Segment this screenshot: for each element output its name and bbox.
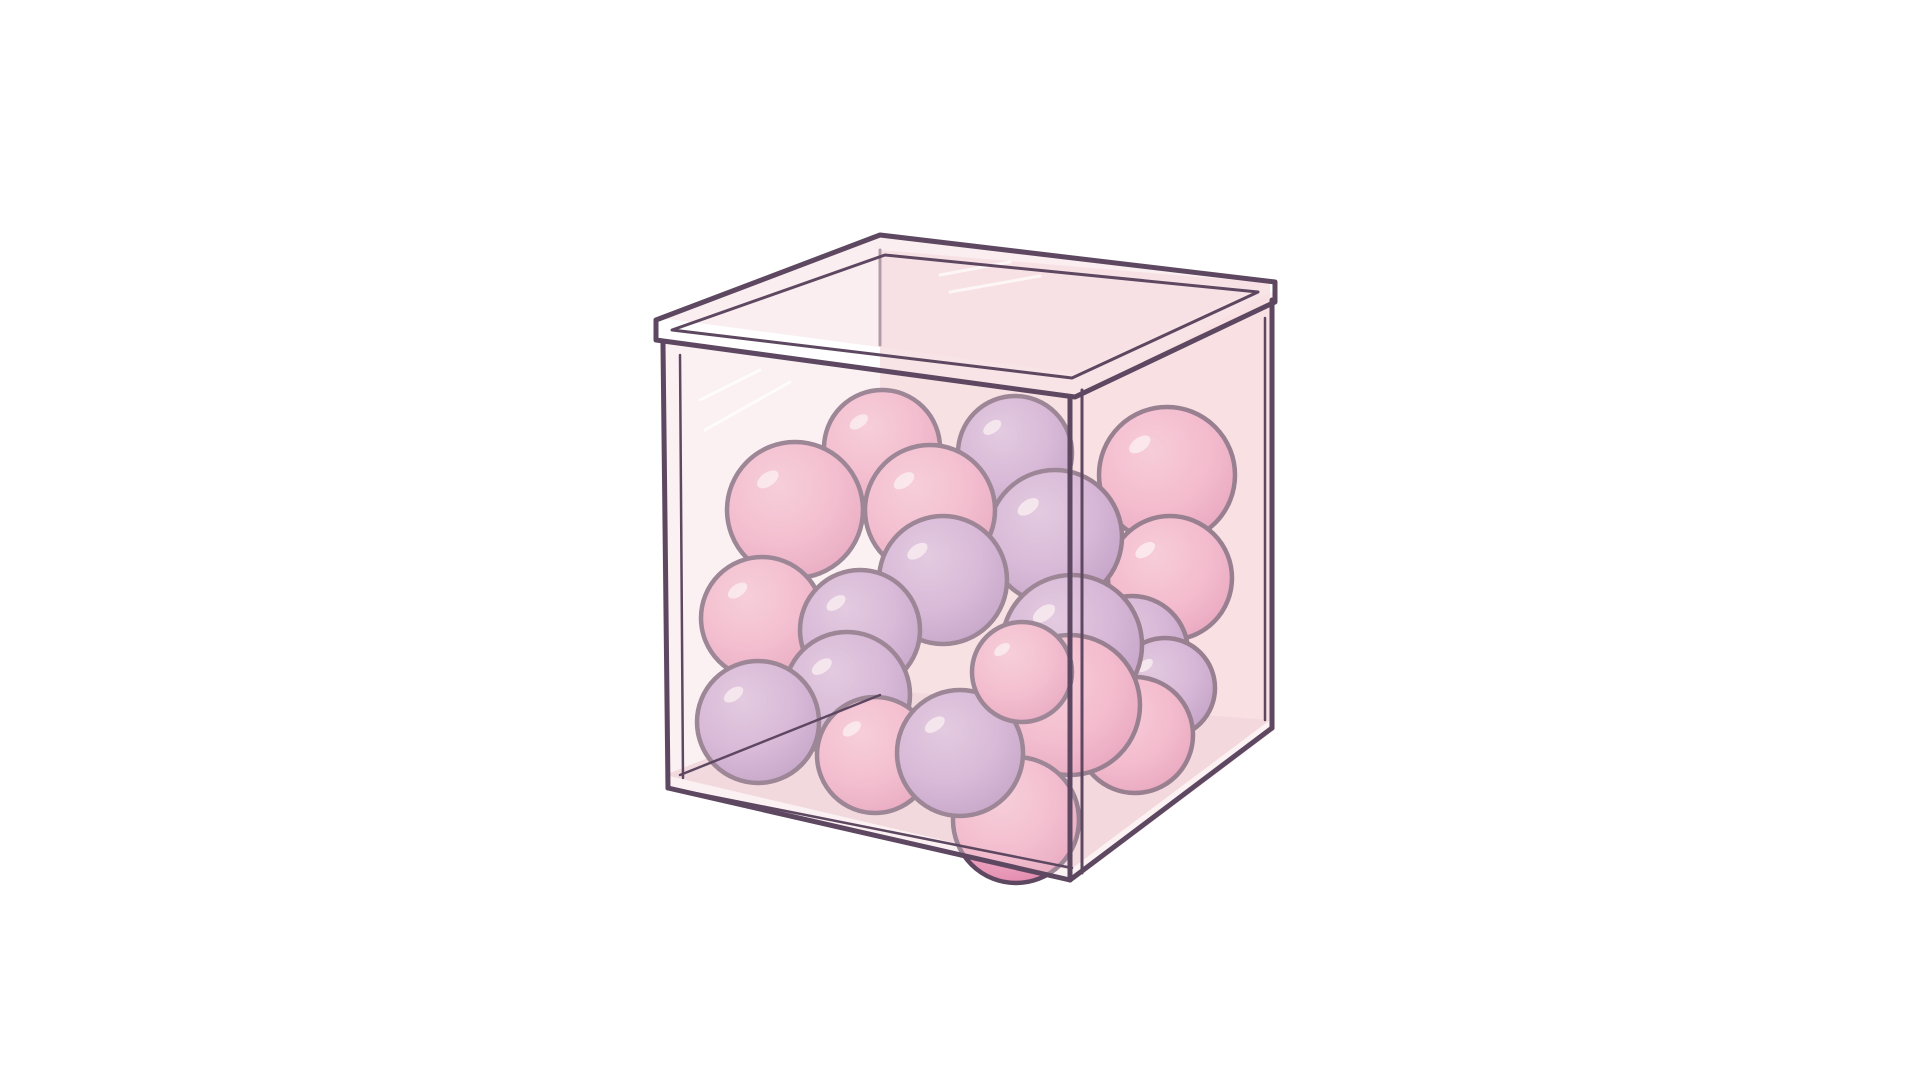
ball-highlight — [907, 542, 928, 560]
box-front — [653, 232, 1278, 883]
ball-highlight — [1017, 498, 1039, 516]
box-top-rim — [660, 237, 1275, 373]
ball-highlight — [727, 582, 748, 599]
ball-highlight — [1135, 541, 1156, 559]
purple-ball — [894, 687, 1026, 819]
ball-highlight — [842, 721, 861, 737]
ball-highlight — [1129, 435, 1151, 454]
ball-highlight — [811, 658, 832, 675]
glass-reflection — [698, 260, 1042, 432]
ball-highlight — [826, 595, 846, 611]
ball-highlight — [1032, 604, 1056, 623]
ball-highlight — [893, 472, 915, 490]
ball-highlight — [924, 716, 945, 733]
purple-ball — [694, 658, 822, 786]
ball-highlight — [1137, 658, 1153, 673]
rim-outline — [653, 232, 1278, 400]
box-side-face — [1075, 290, 1275, 880]
ball-highlight — [723, 686, 744, 703]
ball-highlight — [757, 470, 779, 489]
ball-highlight — [983, 419, 1002, 435]
ball-highlight — [849, 414, 868, 430]
pink-ball — [969, 619, 1075, 725]
box-front-face — [660, 343, 1075, 880]
ball-highlight — [994, 642, 1010, 657]
